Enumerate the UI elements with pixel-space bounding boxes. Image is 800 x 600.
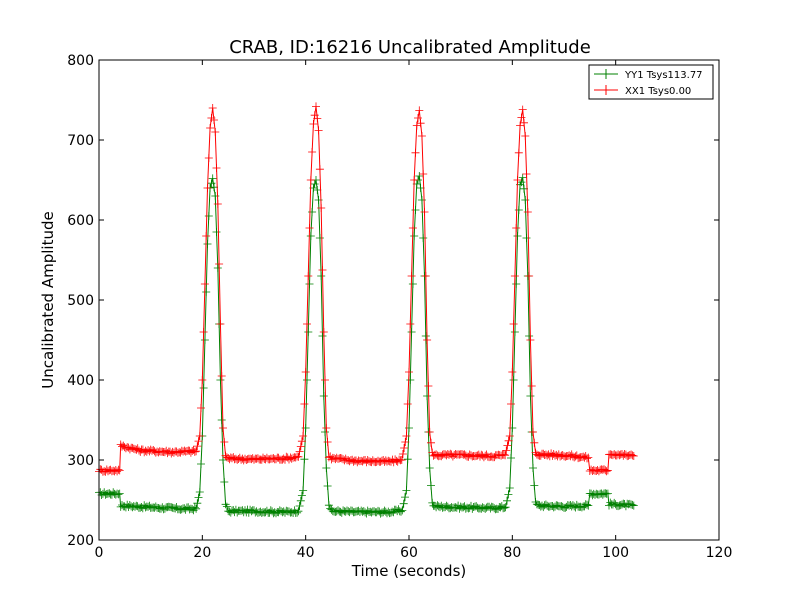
legend: YY1 Tsys113.77 XX1 Tsys0.00 [588, 64, 714, 100]
x-tick-label: 20 [193, 545, 211, 561]
y-axis-label: Uncalibrated Amplitude [39, 211, 57, 388]
series-layer [95, 102, 638, 518]
y-tick-label: 400 [67, 373, 94, 389]
series-xx1 [95, 102, 638, 476]
x-tick-label: 40 [297, 545, 315, 561]
x-tick-label: 0 [95, 545, 104, 561]
y-tick-label: 700 [67, 133, 94, 149]
x-tick-label: 120 [706, 545, 733, 561]
legend-marker-xx1 [601, 85, 611, 95]
y-tick-label: 600 [67, 213, 94, 229]
x-axis-label: Time (seconds) [351, 562, 467, 580]
y-tick-label: 800 [67, 53, 94, 69]
y-tick-label: 500 [67, 293, 94, 309]
legend-marker-yy1 [601, 69, 611, 79]
x-tick-label: 80 [503, 545, 521, 561]
chart-title: CRAB, ID:16216 Uncalibrated Amplitude [229, 37, 591, 58]
y-tick-label: 300 [67, 453, 94, 469]
ticks-layer: 0 20 40 60 80 100 120 200 300 400 500 600 700 800 [67, 53, 732, 561]
legend-box [588, 64, 714, 100]
y-tick-label: 200 [67, 533, 94, 549]
legend-entry-yy1: YY1 Tsys113.77 [594, 69, 703, 81]
x-tick-label: 100 [602, 545, 629, 561]
x-tick-label: 60 [400, 545, 418, 561]
plot-area: 0 20 40 60 80 100 120 200 300 400 500 600 700 800 [67, 53, 732, 561]
legend-entry-xx1: XX1 Tsys0.00 [594, 85, 691, 97]
legend-label-xx1: XX1 Tsys0.00 [625, 86, 691, 97]
legend-label-yy1: YY1 Tsys113.77 [624, 70, 703, 81]
